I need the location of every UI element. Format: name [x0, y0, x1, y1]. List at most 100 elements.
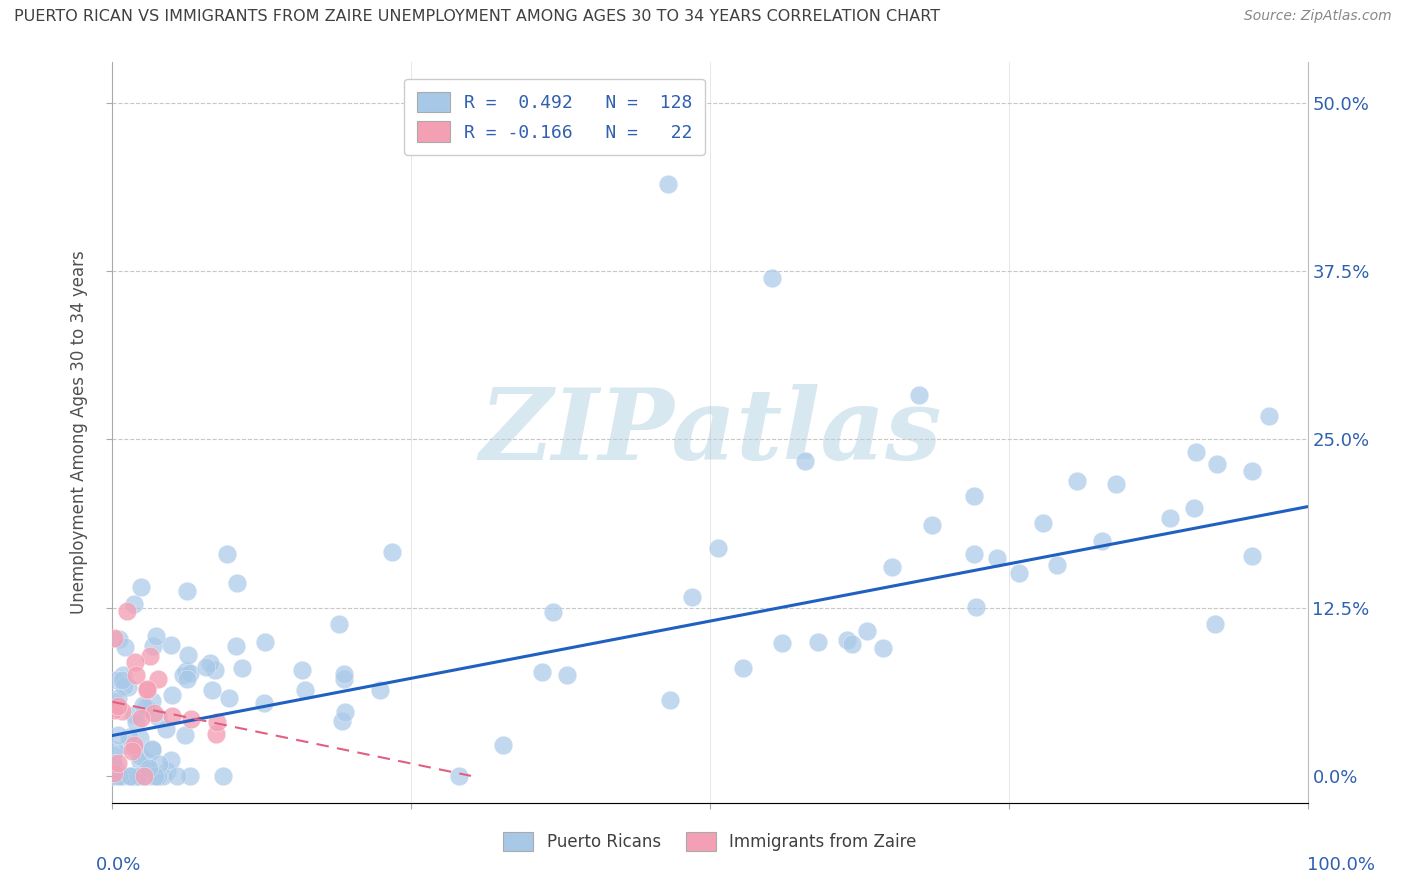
Point	[141, 742, 163, 756]
Point	[205, 714, 228, 729]
Point	[1185, 445, 1208, 459]
Point	[146, 769, 169, 783]
Point	[135, 764, 157, 778]
Point	[180, 712, 202, 726]
Point	[135, 682, 157, 697]
Point	[706, 541, 728, 556]
Point	[986, 550, 1008, 565]
Point	[368, 683, 391, 698]
Point	[1257, 409, 1279, 423]
Point	[129, 731, 152, 746]
Point	[731, 661, 754, 675]
Point	[128, 748, 150, 763]
Point	[121, 744, 143, 758]
Point	[124, 668, 146, 682]
Point	[1206, 457, 1229, 471]
Point	[1105, 476, 1128, 491]
Point	[101, 756, 124, 771]
Point	[557, 667, 579, 681]
Point	[794, 454, 817, 468]
Point	[657, 177, 679, 191]
Point	[172, 668, 194, 682]
Point	[492, 738, 515, 752]
Point	[141, 694, 163, 708]
Point	[204, 663, 226, 677]
Point	[122, 708, 145, 723]
Point	[173, 728, 195, 742]
Point	[101, 769, 124, 783]
Point	[447, 769, 470, 783]
Point	[965, 599, 987, 614]
Point	[921, 518, 943, 533]
Point	[143, 706, 166, 720]
Point	[148, 756, 170, 771]
Point	[179, 769, 201, 783]
Point	[333, 672, 356, 686]
Point	[217, 547, 239, 561]
Text: 100.0%: 100.0%	[1308, 855, 1375, 873]
Point	[104, 694, 127, 708]
Point	[122, 741, 145, 756]
Point	[124, 714, 146, 729]
Point	[138, 769, 160, 783]
Point	[159, 638, 181, 652]
Point	[806, 635, 828, 649]
Point	[179, 666, 201, 681]
Point	[226, 576, 249, 591]
Point	[1159, 510, 1181, 524]
Point	[907, 388, 929, 402]
Point	[166, 769, 188, 783]
Point	[107, 756, 129, 771]
Point	[124, 769, 146, 783]
Point	[132, 769, 155, 783]
Legend: Puerto Ricans, Immigrants from Zaire: Puerto Ricans, Immigrants from Zaire	[494, 822, 927, 861]
Point	[117, 680, 139, 694]
Point	[681, 590, 703, 604]
Point	[381, 545, 404, 559]
Point	[148, 769, 170, 783]
Point	[1008, 566, 1031, 580]
Point	[117, 731, 139, 745]
Point	[1204, 616, 1226, 631]
Point	[963, 489, 986, 503]
Point	[104, 760, 127, 774]
Point	[963, 547, 986, 561]
Text: PUERTO RICAN VS IMMIGRANTS FROM ZAIRE UNEMPLOYMENT AMONG AGES 30 TO 34 YEARS COR: PUERTO RICAN VS IMMIGRANTS FROM ZAIRE UN…	[14, 9, 941, 24]
Point	[101, 748, 124, 763]
Point	[333, 667, 356, 681]
Point	[143, 769, 166, 783]
Point	[1240, 464, 1263, 478]
Point	[1182, 501, 1205, 516]
Point	[103, 632, 125, 646]
Point	[218, 691, 240, 706]
Point	[253, 635, 276, 649]
Point	[111, 769, 134, 783]
Point	[174, 664, 197, 678]
Point	[114, 640, 136, 655]
Y-axis label: Unemployment Among Ages 30 to 34 years: Unemployment Among Ages 30 to 34 years	[70, 251, 89, 615]
Point	[160, 688, 183, 702]
Point	[124, 655, 146, 669]
Point	[146, 709, 169, 723]
Point	[761, 270, 783, 285]
Point	[111, 704, 134, 718]
Point	[294, 683, 316, 698]
Point	[129, 754, 152, 768]
Point	[122, 738, 145, 752]
Point	[1091, 534, 1114, 549]
Point	[111, 667, 134, 681]
Point	[112, 679, 135, 693]
Point	[253, 696, 276, 710]
Point	[117, 738, 139, 752]
Point	[111, 673, 134, 687]
Point	[132, 698, 155, 713]
Point	[205, 727, 228, 741]
Point	[155, 722, 177, 736]
Point	[152, 769, 174, 783]
Point	[291, 663, 314, 677]
Point	[107, 728, 129, 742]
Point	[107, 769, 129, 783]
Point	[125, 769, 148, 783]
Point	[1046, 558, 1069, 573]
Point	[176, 648, 198, 662]
